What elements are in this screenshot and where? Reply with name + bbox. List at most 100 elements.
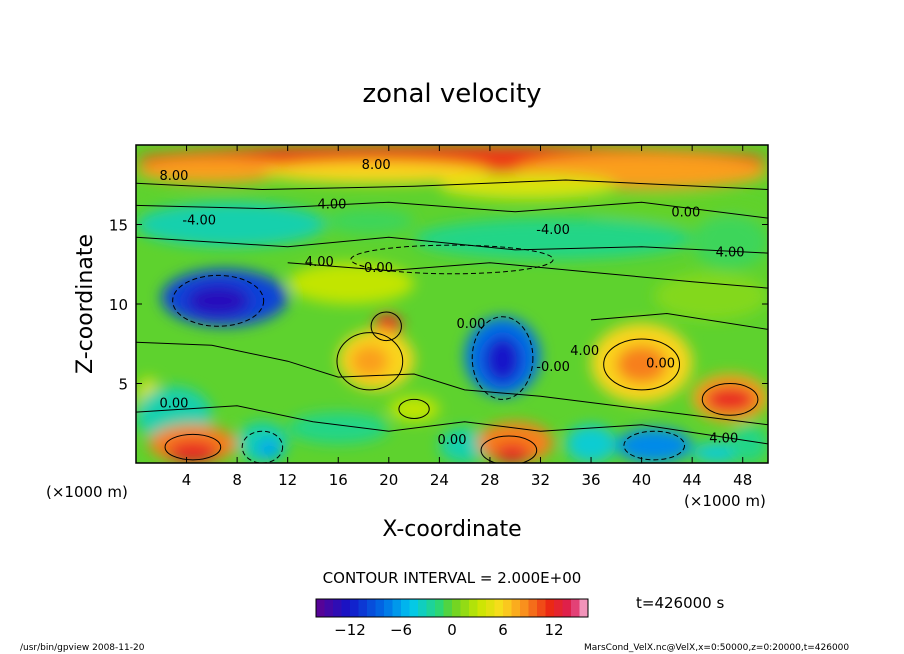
contour-line-positive (336, 332, 404, 391)
colorbar-cell (316, 599, 325, 617)
colorbar-cell (460, 599, 470, 617)
field-patch (414, 218, 693, 260)
contour-label: -4.00 (182, 214, 216, 229)
colorbar-cell (426, 599, 436, 617)
contour-line (136, 201, 768, 219)
contour-line-negative (471, 316, 534, 400)
colorbar-cell (401, 599, 410, 617)
colorbar-cell (477, 599, 487, 617)
contour-label: 8.00 (159, 169, 188, 184)
contour-line (287, 262, 768, 289)
field-patch (136, 202, 326, 247)
colorbar-cell (554, 599, 563, 617)
colorbar-cell (435, 599, 444, 617)
contour-interval-text: CONTOUR INTERVAL = 2.000E+00 (323, 569, 582, 587)
contour-line (136, 179, 768, 191)
x-tick-label: 24 (430, 471, 449, 489)
field-patch (439, 173, 617, 200)
time-label: t=426000 s (636, 594, 724, 612)
field-patch (704, 386, 756, 413)
field-patch (439, 428, 490, 463)
contour-label: 4.00 (305, 255, 334, 270)
field-patch (186, 284, 250, 317)
contour-label: 0.00 (159, 396, 188, 411)
field-patch (616, 345, 667, 384)
colorbar-tick-label: −6 (390, 621, 412, 639)
contour-line-positive (370, 311, 402, 342)
contour-line (590, 312, 768, 330)
colorbar-cell (486, 599, 495, 617)
x-axis: 4 8 12 16 20 24 28 32 36 40 44 48 (182, 145, 752, 489)
colorbar-cell (409, 599, 419, 617)
colorbar-cell (579, 599, 589, 617)
field-patch (350, 345, 389, 378)
x-tick-label: 28 (480, 471, 499, 489)
colorbar-tick-label: 0 (447, 621, 457, 639)
contour-label: 8.00 (362, 158, 391, 173)
field-patch (483, 335, 522, 384)
x-tick-label: 48 (733, 471, 752, 489)
x-unit-label-right: (×1000 m) (684, 492, 766, 510)
x-tick-label: 44 (683, 471, 702, 489)
contour-line-positive (164, 433, 222, 461)
contour-line (136, 236, 768, 254)
contour-label: -4.00 (536, 223, 570, 238)
colorbar-cell (571, 599, 580, 617)
y-axis-label: Z-coordinate (73, 234, 98, 374)
colorbar-cell (333, 599, 342, 617)
contour-line-positive (480, 435, 538, 463)
contour-label: 4.00 (709, 431, 738, 446)
z-tick-label: 15 (109, 217, 128, 235)
colorbar-cell (537, 599, 546, 617)
field-patch (565, 424, 617, 463)
x-tick-label: 36 (581, 471, 600, 489)
colorbar-tick-label: −12 (334, 621, 366, 639)
field-patch (493, 443, 531, 463)
field-patch (167, 440, 219, 463)
contour-line-negative (623, 430, 686, 461)
colorbar-cell (367, 599, 376, 617)
field-patch (136, 157, 288, 184)
contour-label: 4.00 (317, 198, 346, 213)
field-patch (287, 262, 415, 304)
contour-line-positive (603, 338, 681, 391)
colorbar (316, 599, 589, 617)
field-patch (692, 214, 768, 270)
x-tick-label: 8 (232, 471, 242, 489)
colorbar-cell (562, 599, 572, 617)
field-patch (692, 442, 743, 463)
x-tick-label: 12 (278, 471, 297, 489)
x-tick-label: 20 (379, 471, 398, 489)
contour-line-positive (701, 383, 759, 416)
x-axis-label: X-coordinate (382, 517, 521, 542)
colorbar-cell (452, 599, 461, 617)
plot-area: 8.00 8.00 -4.00 4.00 0.00 -4.00 4.00 -0.00 4.00 0… (136, 145, 768, 463)
contour-label: 4.00 (716, 245, 745, 260)
x-unit-label-left: (×1000 m) (46, 483, 128, 501)
contour-label: 0.00 (646, 357, 675, 372)
colorbar-cell (503, 599, 512, 617)
z-tick-label: 5 (118, 376, 128, 394)
colorbar-cell (494, 599, 504, 617)
field-patch (388, 396, 440, 422)
contour-line (136, 341, 768, 426)
footer-left: /usr/bin/gpview 2008-11-20 (20, 643, 145, 653)
colorbar-frame (315, 598, 589, 618)
colorbar-tick-label: 6 (498, 621, 508, 639)
colorbar-cell (443, 599, 453, 617)
contour-label: -0.00 (359, 261, 393, 276)
colorbar-cell (418, 599, 427, 617)
colorbar-cell (350, 599, 359, 617)
x-tick-label: 4 (182, 471, 192, 489)
contour-line-negative (241, 430, 284, 463)
x-tick-label: 32 (531, 471, 550, 489)
contour-line-negative (350, 244, 554, 275)
colorbar-tick-label: 12 (544, 621, 563, 639)
colorbar-ticks: −12 −6 0 6 12 (334, 621, 563, 639)
colorbar-cell (511, 599, 521, 617)
colorbar-cell (384, 599, 393, 617)
contour-label: -0.00 (536, 360, 570, 375)
field-patch (616, 428, 693, 463)
colorbar-cell (375, 599, 385, 617)
field-patch (325, 208, 415, 235)
